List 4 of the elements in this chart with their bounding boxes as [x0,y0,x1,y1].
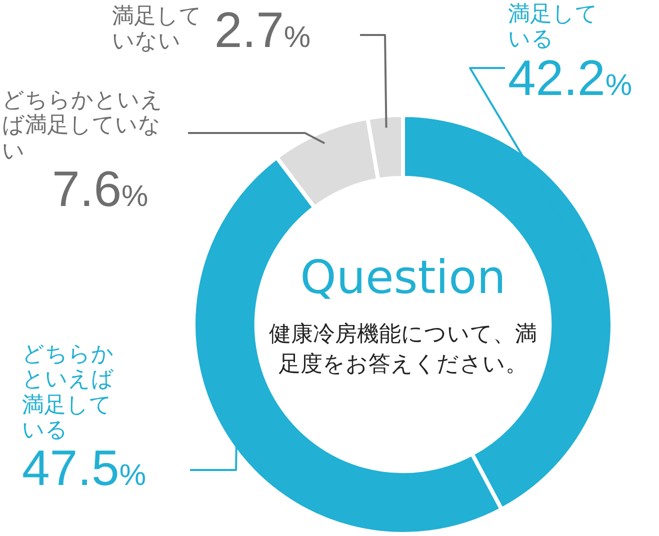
text: 健康冷房機能について、満足度をお答えください。 [268,321,538,379]
text: Question [299,250,507,304]
data-label: 2.7% [214,2,311,58]
slice-label: 満足していない [112,4,203,55]
